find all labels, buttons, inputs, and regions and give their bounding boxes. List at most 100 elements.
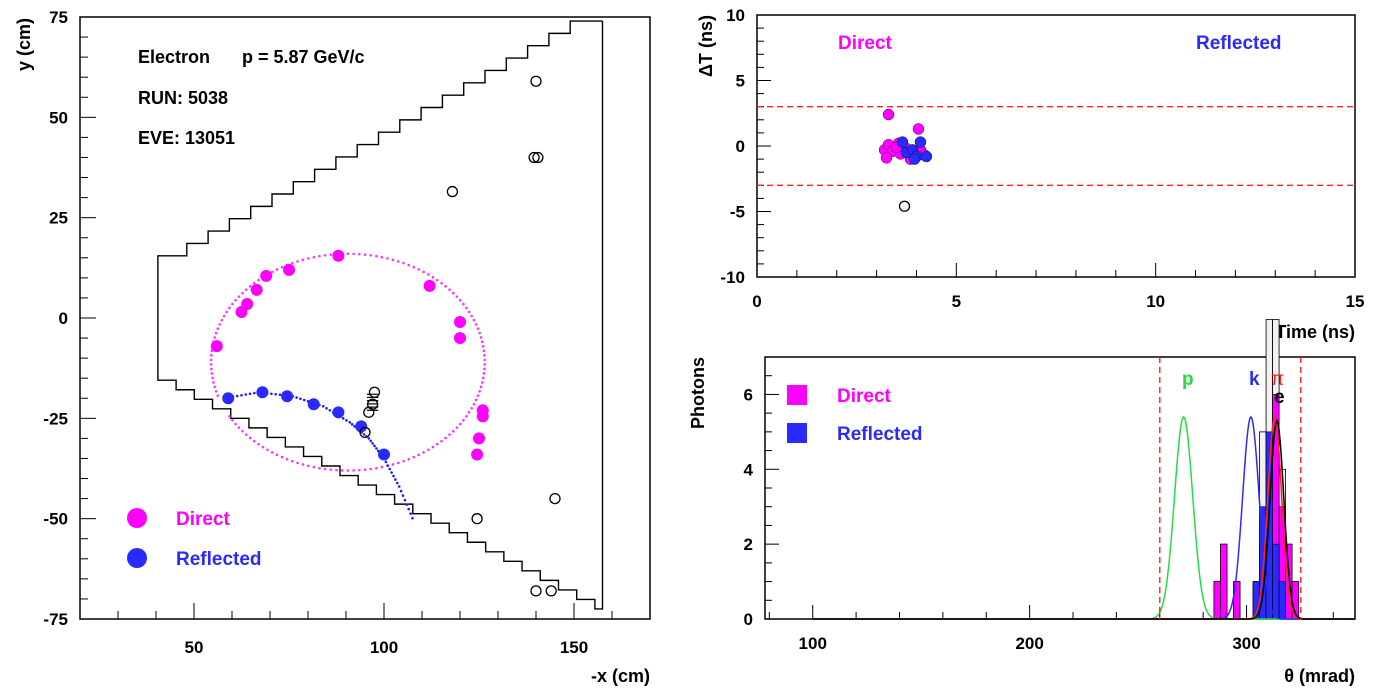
reflected-arc-dot [399,489,403,493]
direct-ring-dot [275,268,279,271]
direct-ring-dot [312,255,316,259]
y-tick-label: 0 [736,137,745,156]
direct-ring-dot [412,455,416,459]
direct-ring-dot [470,406,473,410]
direct-ring-dot [465,415,468,418]
reflected-arc-dot [235,394,239,398]
direct-ring-dot [479,336,483,339]
hit-map-xlabel: -x (cm) [591,666,650,686]
reflected-arc-dot [371,442,374,445]
open-hit [446,185,459,198]
direct-ring-dot [241,291,244,295]
open-hit [549,492,561,505]
direct-ring-dot [270,451,274,454]
direct-ring-dot [352,252,355,256]
direct-ring-dot [220,318,224,322]
direct-ring-dot [266,448,269,452]
direct-ring-dot [465,306,468,310]
direct-ring-dot [346,469,350,472]
reflected-arc-dot [390,471,393,474]
direct-ring-dot [363,253,367,256]
direct-ring-dot [375,466,378,470]
reflected-arc-dot [367,437,371,440]
direct-ring-dot [458,422,462,426]
timing-panel: 0 5 10 15 -10 -5 0 5 10 ΔT (ns) Time (ns) Direct… [696,6,1364,342]
direct-ring-dot [358,468,361,472]
direct-ring-dot [241,429,244,433]
y-tick-label: 0 [59,309,68,328]
reflected-arc-dot [409,512,412,515]
timing-plot-area: 0 5 10 15 -10 -5 0 5 10 [720,6,1364,311]
y-tick-label: -10 [720,268,745,287]
curve-label-p: p [1182,369,1194,390]
reflected-arc-dot [299,397,302,401]
x-tick-label: 0 [752,292,761,311]
direct-ring-dot [244,288,248,291]
direct-ring-dot [346,252,350,256]
direct-ring-dot [386,257,389,260]
direct-ring-dot [448,433,451,436]
direct-bin [1213,581,1221,620]
direct-ring-dot [427,273,430,276]
direct-ring-dot [252,281,256,285]
curve-label-e: e [1274,387,1285,408]
direct-ring-dot [301,463,305,466]
y-tick-label: 25 [49,209,68,228]
direct-hit [283,263,295,276]
direct-ring-dot [323,254,327,257]
y-tick-label: 10 [726,6,745,25]
direct-ring-dot [452,291,455,295]
direct-ring-dot [431,275,435,279]
direct-ring-dot [467,411,471,414]
direct-ring-dot [480,381,484,384]
direct-ring-dot [474,398,478,402]
reflected-point [908,153,921,165]
direct-ring-dot [301,258,305,262]
reflected-arc-dot [341,417,345,420]
reflected-arc-dot [403,498,407,502]
direct-ring-dot [231,302,234,306]
x-tick-label: 100 [799,634,827,653]
reflected-arc-dot [401,494,405,497]
direct-ring-dot [252,439,256,443]
theta-panel: 100 200 300 0 2 4 6 Photons θ (mrad) Direct Re… [688,319,1356,686]
direct-ring-dot [444,285,447,288]
direct-ring-dot [476,394,480,397]
direct-ring-dot [218,323,221,326]
info-event: EVE: 13051 [138,128,235,148]
open-point [898,200,911,212]
direct-ring-dot [440,439,443,443]
open-hit [530,75,542,87]
hit-map-plot-area: 50 100 150 -75 -50 -25 0 25 50 75 [43,8,613,657]
direct-ring-dot [391,258,395,262]
direct-hit [332,249,345,262]
reflected-arc-dot [248,392,252,396]
direct-ring-dot [352,469,355,472]
open-hit [530,585,542,597]
direct-hit [476,410,489,423]
x-tick-label: 5 [952,292,961,311]
x-tick-label: 100 [370,638,398,657]
x-tick-label: 10 [1146,292,1165,311]
direct-ring-dot [318,466,321,470]
direct-ring-dot [323,467,327,471]
theta-plot-area: 100 200 300 0 2 4 6 [744,319,1355,653]
direct-ring-dot [470,314,473,318]
direct-ring-dot [228,415,231,418]
x-tick-label: 50 [185,638,204,657]
timing-reflected-label: Reflected [1196,33,1282,54]
reflected-arc-dot [373,444,376,448]
direct-ring-dot [455,295,459,298]
theta-legend-reflected-marker [787,423,807,443]
direct-ring-dot [417,268,421,271]
info-momentum: p = 5.87 GeV/c [242,47,365,67]
direct-ring-dot [257,442,260,446]
direct-ring-dot [307,257,310,260]
direct-ring-dot [214,331,218,335]
info-particle: Electron [138,47,210,67]
direct-ring-dot [452,429,455,433]
direct-ring-dot [407,457,411,461]
reflected-arc-dot [392,474,395,478]
